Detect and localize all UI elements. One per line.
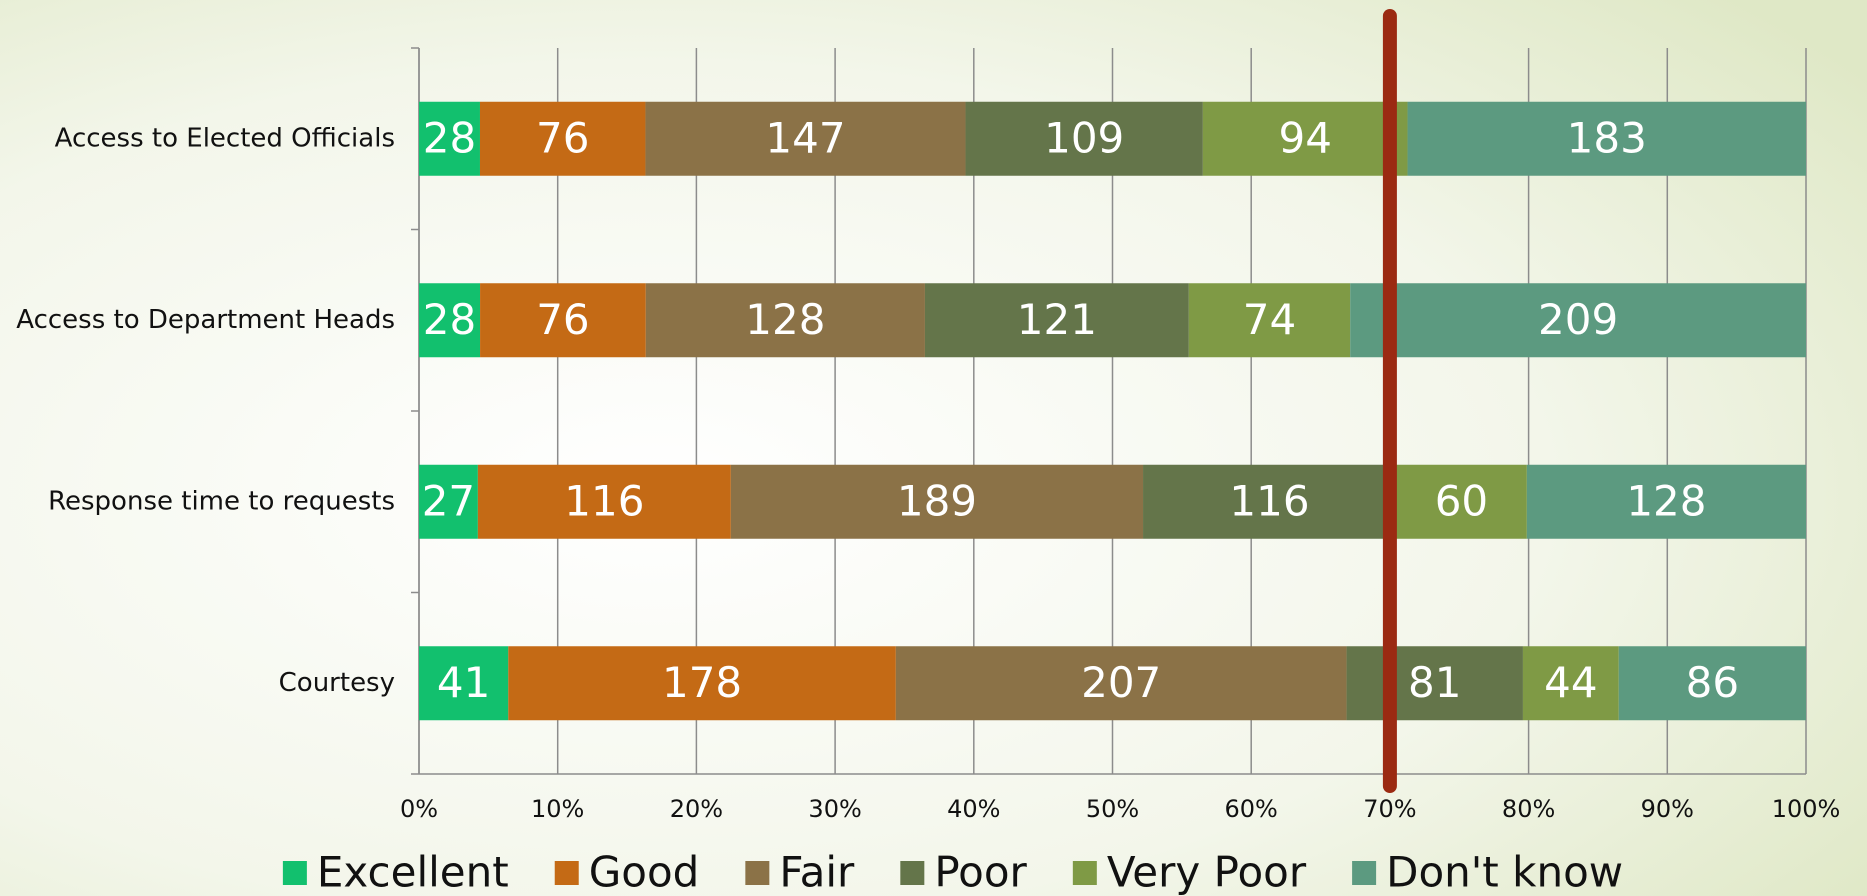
bar-segment — [477, 464, 731, 539]
bar-segment — [924, 283, 1189, 358]
bar-segment — [645, 101, 966, 176]
bar-segment — [419, 283, 481, 358]
category-label: Access to Department Heads — [16, 305, 395, 335]
bar-segment — [419, 101, 480, 176]
bar-segment — [1618, 646, 1806, 721]
bar-segment — [965, 101, 1203, 176]
value-label: 189 — [897, 476, 977, 525]
x-tick-label: 70% — [1363, 795, 1416, 823]
legend-label: Very Poor — [1107, 848, 1307, 896]
category-label: Access to Elected Officials — [55, 123, 395, 153]
bar-segment — [1396, 464, 1527, 539]
bar-segment — [1346, 646, 1523, 721]
bar-segment — [1407, 101, 1806, 176]
value-label: 109 — [1044, 113, 1124, 162]
legend-swatch — [1072, 861, 1097, 885]
bar-segment — [1522, 646, 1619, 721]
bar-segment — [480, 283, 646, 358]
value-label: 116 — [1229, 476, 1309, 525]
bar-segment — [730, 464, 1144, 539]
legend-label: Fair — [779, 848, 855, 896]
value-label: 41 — [437, 658, 490, 707]
bar-segment — [1143, 464, 1397, 539]
value-label: 81 — [1408, 658, 1461, 707]
value-label: 44 — [1544, 658, 1597, 707]
value-label: 74 — [1243, 295, 1296, 344]
bar-segment — [1202, 101, 1408, 176]
bar-segment — [1188, 283, 1351, 358]
bar-segment — [645, 283, 925, 358]
x-tick-label: 20% — [670, 795, 723, 823]
legend-swatch — [1352, 861, 1377, 885]
legend-swatch — [745, 861, 770, 885]
bar-segment — [419, 464, 478, 539]
x-tick-label: 40% — [947, 795, 1000, 823]
legend-label: Good — [589, 848, 700, 896]
value-label: 76 — [536, 295, 589, 344]
x-tick-label: 100% — [1772, 795, 1841, 823]
legend-label: Don't know — [1386, 848, 1623, 896]
category-label: Response time to requests — [48, 486, 395, 516]
x-tick-label: 60% — [1225, 795, 1278, 823]
value-label: 86 — [1686, 658, 1739, 707]
bar-segment — [895, 646, 1347, 721]
x-tick-label: 50% — [1086, 795, 1139, 823]
value-label: 76 — [536, 113, 589, 162]
bar-segment — [419, 646, 509, 721]
bar-segment — [1526, 464, 1806, 539]
x-tick-label: 80% — [1502, 795, 1555, 823]
value-label: 116 — [564, 476, 644, 525]
category-label: Courtesy — [279, 668, 395, 698]
value-label: 94 — [1278, 113, 1331, 162]
bar-segment — [508, 646, 896, 721]
value-label: 28 — [423, 113, 476, 162]
x-tick-label: 0% — [400, 795, 438, 823]
value-label: 128 — [745, 295, 825, 344]
legend-swatch — [282, 861, 307, 885]
value-label: 178 — [662, 658, 742, 707]
legend-label: Poor — [934, 848, 1027, 896]
x-tick-label: 30% — [808, 795, 861, 823]
x-tick-label: 90% — [1641, 795, 1694, 823]
bar-segment — [1350, 283, 1806, 358]
value-label: 128 — [1626, 476, 1706, 525]
value-label: 121 — [1017, 295, 1097, 344]
value-label: 209 — [1538, 295, 1618, 344]
legend-swatch — [900, 861, 925, 885]
legend-label: Excellent — [317, 848, 509, 896]
value-label: 183 — [1567, 113, 1647, 162]
value-label: 28 — [423, 295, 476, 344]
x-tick-label: 10% — [531, 795, 584, 823]
value-label: 60 — [1435, 476, 1488, 525]
legend-swatch — [554, 861, 579, 885]
value-label: 207 — [1081, 658, 1161, 707]
bar-segment — [479, 101, 646, 176]
value-label: 147 — [765, 113, 845, 162]
value-label: 27 — [422, 476, 475, 525]
